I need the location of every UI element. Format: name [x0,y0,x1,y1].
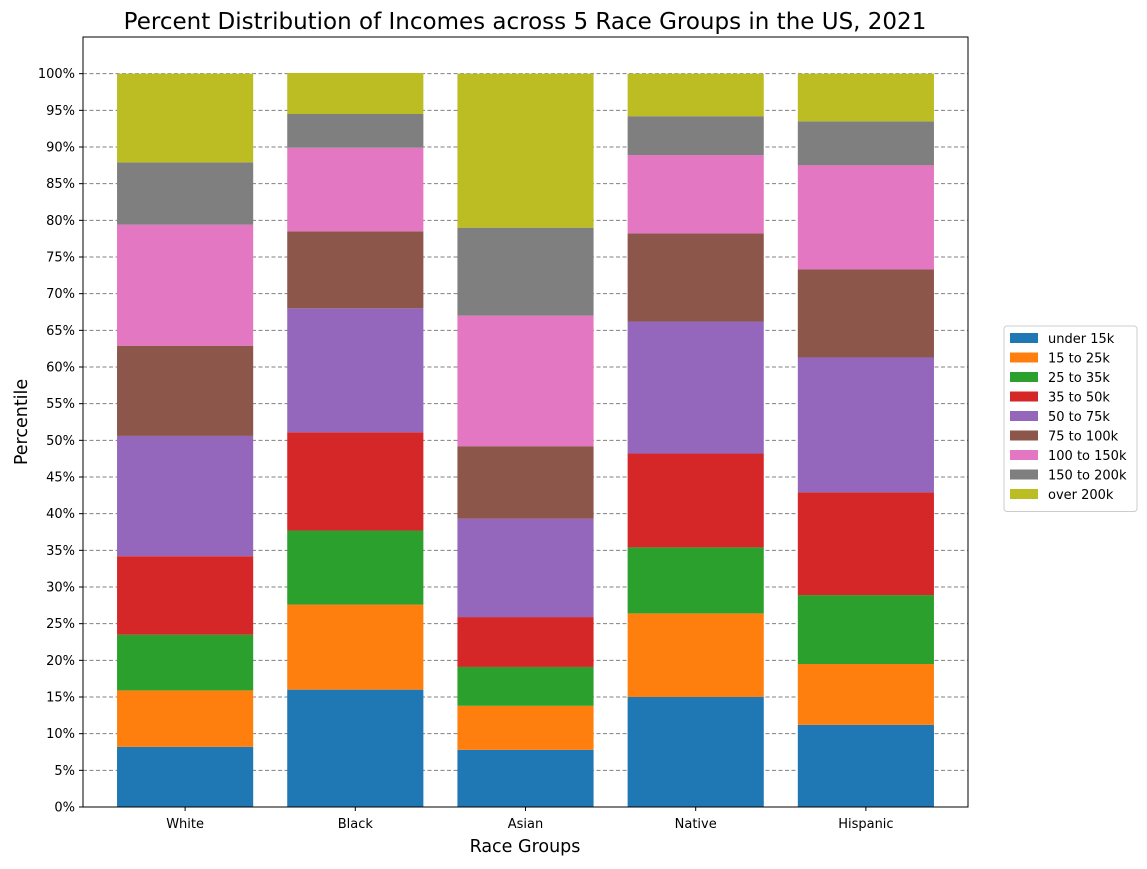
bar-segment [627,697,764,807]
legend-swatch [1010,430,1038,441]
legend-label: 100 to 150k [1048,449,1127,464]
bar-segment [287,72,424,114]
bar-segment [117,435,254,557]
bar-segment [797,664,934,725]
y-tick-label: 40% [46,507,75,522]
bar-segment [117,224,254,346]
bar-segment [117,162,254,225]
bar-segment [627,233,764,322]
legend-label: 50 to 75k [1048,410,1110,425]
bar-segment [457,73,594,228]
legend-swatch [1010,469,1038,480]
y-tick-label: 20% [46,654,75,669]
bar-segment [117,746,254,807]
bar-segment [287,114,424,148]
y-tick-label: 75% [46,251,75,266]
legend-swatch [1010,411,1038,421]
y-tick-label: 0% [54,801,75,816]
legend-swatch [1010,352,1038,363]
bar-segment [797,492,934,596]
legend-label: 75 to 100k [1048,430,1119,445]
legend-swatch [1010,333,1038,343]
bar-segment [797,724,934,807]
chart-title: Percent Distribution of Incomes across 5… [124,9,927,35]
bar-segment [287,689,424,807]
bar-segment [117,73,254,163]
y-tick-label: 100% [38,67,75,82]
x-tick-label: Hispanic [838,817,893,832]
bar-segment [457,227,594,316]
y-tick-label: 65% [46,324,75,339]
bar-segment [117,556,254,635]
bar-segment [287,308,424,433]
bar-segment [627,613,764,697]
legend-label: under 15k [1048,332,1115,347]
legend-label: 35 to 50k [1048,391,1110,406]
bar-segment [287,231,424,309]
legend-swatch [1010,372,1038,382]
y-tick-label: 5% [54,764,75,779]
bar-segment [457,749,594,807]
bar-segment [457,705,594,750]
legend-label: 25 to 35k [1048,371,1110,386]
bar-segment [797,595,934,664]
y-axis-label: Percentile [12,379,32,465]
legend-label: 150 to 200k [1048,469,1127,484]
bar-segment [797,73,934,122]
bar-segment [627,116,764,156]
bar-segment [287,530,424,605]
y-tick-label: 90% [46,141,75,156]
y-tick-label: 70% [46,287,75,302]
bar-segment [287,432,424,531]
x-tick-label: Native [675,817,717,832]
y-tick-label: 10% [46,727,75,742]
bar-segment [627,155,764,234]
bar-segment [117,690,254,747]
legend-swatch [1010,450,1038,460]
y-tick-label: 85% [46,177,75,192]
bar-segment [457,518,594,618]
legend: under 15k 15 to 25k 25 to 35k 35 to 50k 50 t… [1003,325,1138,512]
bar-segment [797,165,934,270]
bar-segment [797,357,934,493]
bar-segment [117,345,254,436]
bar-segment [457,446,594,519]
y-tick-label: 80% [46,214,75,229]
y-tick-label: 45% [46,471,75,486]
y-tick-label: 60% [46,361,75,376]
y-tick-label: 50% [46,434,75,449]
x-tick-label: Asian [508,817,543,832]
y-tick-label: 25% [46,617,75,632]
bar-segment [627,321,764,454]
bar-segment [797,269,934,358]
x-axis-label: Race Groups [470,837,581,857]
bar-segment [457,315,594,447]
x-tick-label: White [166,817,204,832]
bar-segment [457,617,594,667]
bars [117,72,934,807]
y-tick-label: 15% [46,691,75,706]
bar-segment [287,147,424,232]
legend-label: over 200k [1048,488,1114,503]
x-tick-label: Black [338,817,374,832]
bar-segment [457,666,594,706]
bar-segment [627,547,764,614]
y-tick-label: 30% [46,581,75,596]
legend-swatch [1010,489,1038,499]
legend-label: 15 to 25k [1048,352,1110,367]
bar-segment [287,604,424,690]
y-tick-label: 95% [46,104,75,119]
bar-segment [797,121,934,166]
legend-swatch [1010,391,1038,402]
x-axis-ticks: White Black Asian Native Hispanic [166,807,894,832]
y-tick-label: 35% [46,544,75,559]
bar-segment [117,634,254,691]
y-axis-ticks: 0% 5% 10% 15% 20% 25% 30% 35% 40% 45% 50% 55% 60% 65%… [38,67,83,816]
y-tick-label: 55% [46,397,75,412]
bar-segment [627,453,764,548]
bar-segment [627,73,764,117]
